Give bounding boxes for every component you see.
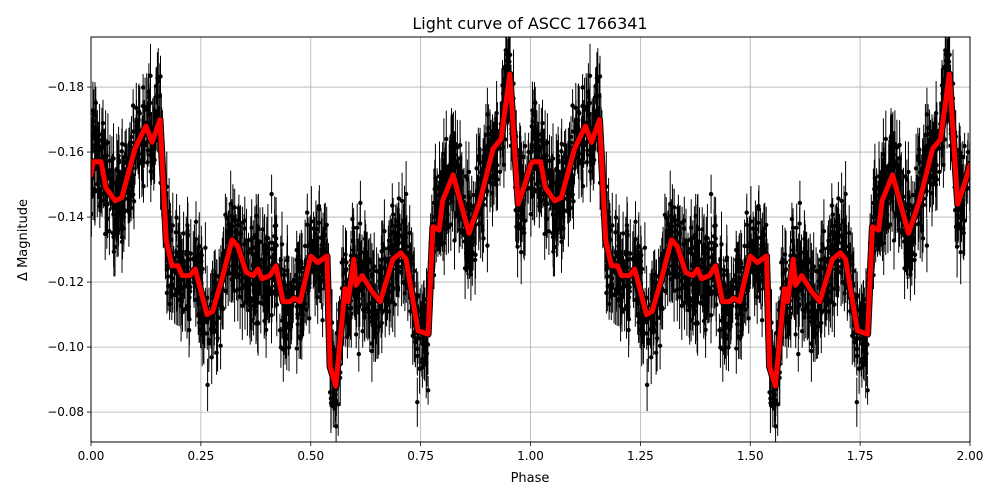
y-tick-label: −0.12: [47, 275, 84, 289]
x-tick-label: 2.00: [957, 449, 984, 463]
y-tick-label: −0.16: [47, 145, 84, 159]
x-axis-label: Phase: [511, 471, 550, 486]
x-tick-label: 1.50: [737, 449, 764, 463]
x-axis-ticks: 0.00 0.25 0.50 0.75 1.00 1.25 1.50 1.75 2.00: [78, 442, 984, 463]
x-tick-label: 0.00: [78, 449, 105, 463]
y-tick-label: −0.10: [47, 340, 84, 354]
y-tick-label: −0.08: [47, 405, 84, 419]
x-tick-label: 0.25: [188, 449, 215, 463]
y-axis-label: Δ Magnitude: [16, 199, 31, 281]
x-tick-label: 1.00: [517, 449, 544, 463]
model-curve: [91, 71, 970, 389]
x-tick-label: 1.25: [627, 449, 654, 463]
y-tick-label: −0.14: [47, 210, 84, 224]
x-tick-label: 0.50: [297, 449, 324, 463]
x-tick-label: 1.75: [847, 449, 874, 463]
y-axis-ticks: −0.18 −0.16 −0.14 −0.12 −0.10 −0.08: [47, 80, 91, 419]
y-tick-label: −0.18: [47, 80, 84, 94]
plot-area: [91, 37, 970, 442]
x-tick-label: 0.75: [407, 449, 434, 463]
chart-title: Light curve of ASCC 1766341: [412, 14, 647, 33]
